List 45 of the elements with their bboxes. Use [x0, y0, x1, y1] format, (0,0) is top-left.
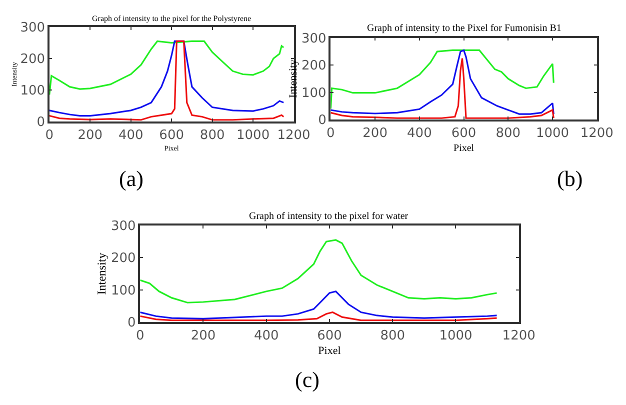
line-series: [140, 239, 498, 304]
y-axis-title: Intensity: [94, 252, 109, 295]
y-tick-label: 100: [110, 283, 136, 298]
x-tick-label: 400: [407, 126, 432, 141]
chart-title: Graph of intensity to the Pixel for Fumonisin B1: [367, 23, 562, 34]
x-tick-label: 800: [496, 126, 521, 141]
x-tick-label: 800: [200, 128, 225, 143]
line-series: [140, 311, 498, 322]
x-axis-title: Pixel: [454, 142, 474, 154]
x-tick-label: 600: [451, 126, 476, 141]
chart-title: Graph of intensity to the pixel for the Polystyrene: [92, 14, 252, 23]
x-tick-label: 400: [254, 328, 279, 344]
y-tick-label: 0: [318, 113, 326, 128]
y-tick-label: 300: [20, 20, 46, 36]
y-tick-label: 300: [110, 219, 136, 234]
chart-title: Graph of intensity to the pixel for water: [249, 211, 409, 222]
x-tick-label: 600: [159, 128, 184, 143]
y-tick-label: 300: [302, 32, 326, 47]
y-tick-label: 100: [20, 84, 46, 99]
x-tick-label: 800: [380, 328, 406, 344]
x-tick-label: 400: [118, 128, 144, 143]
x-tick-label: 1000: [236, 128, 270, 143]
x-tick-label: 600: [317, 328, 342, 344]
y-tick-label: 200: [302, 58, 326, 74]
x-tick-label: 200: [78, 128, 103, 143]
x-tick-label: 1000: [536, 126, 570, 141]
x-axis-title: Pixel: [318, 344, 341, 357]
text: (b): [557, 166, 583, 191]
x-tick-label: 200: [190, 328, 216, 344]
text: (c): [295, 367, 320, 392]
y-tick-label: 100: [302, 86, 326, 101]
y-tick-label: 200: [110, 251, 136, 266]
x-tick-label: 1000: [439, 328, 472, 344]
y-axis-title: Intensity: [288, 58, 300, 98]
line-series: [49, 40, 284, 96]
x-tick-label: 1200: [502, 328, 536, 344]
y-tick-label: 200: [20, 52, 46, 68]
line-series: [330, 58, 554, 119]
y-tick-label: 0: [127, 315, 136, 330]
x-tick-label: 200: [362, 126, 388, 141]
x-tick-label: 1200: [580, 126, 614, 141]
text: (a): [119, 166, 144, 191]
y-tick-label: 0: [36, 114, 46, 130]
line-series: [140, 290, 498, 320]
x-tick-label: 1200: [277, 128, 310, 143]
